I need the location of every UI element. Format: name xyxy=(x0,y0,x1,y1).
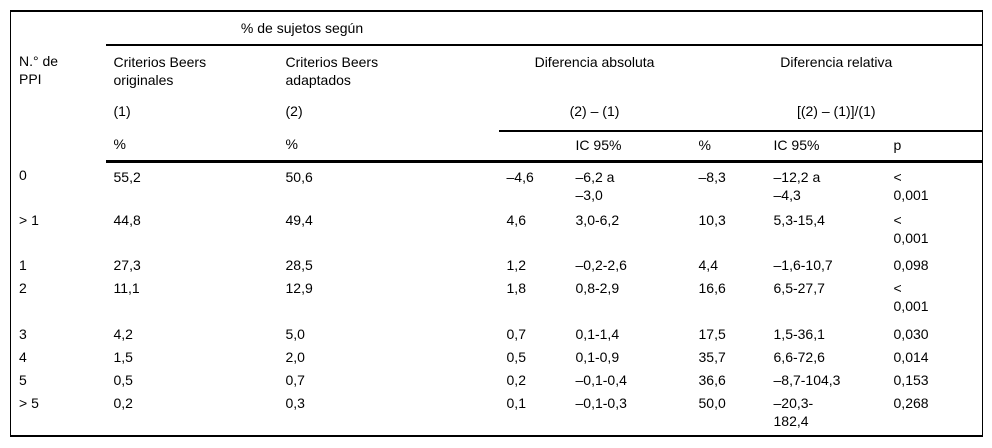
cell-abs-ic95: 0,8-2,9 xyxy=(575,280,620,296)
cell-p: 0,153 xyxy=(893,372,929,388)
table-row-ppi-0: 0 55,2 50,6 –4,6 –6,2 a –3,0 –8,3 –12,2 … xyxy=(11,161,983,206)
cell-orig-pct: 0,5 xyxy=(113,372,133,388)
cell-abs-diff: 1,2 xyxy=(506,257,526,273)
cell-abs-diff: 1,8 xyxy=(506,280,526,296)
cell-p: < 0,001 xyxy=(893,168,929,203)
subheader-pct-adaptados: % xyxy=(277,131,499,163)
cell-adapt-pct: 49,4 xyxy=(285,212,313,228)
cell-ppi: 3 xyxy=(19,326,27,342)
subheader-pct-relativa: % xyxy=(690,131,766,163)
header-diferencia-relativa: Diferencia relativa xyxy=(780,54,893,70)
cell-rel-pct: –8,3 xyxy=(698,168,726,185)
cell-abs-diff: –4,6 xyxy=(506,168,534,185)
cell-p: 0,014 xyxy=(893,349,929,365)
cell-rel-ic95: –12,2 a –4,3 xyxy=(773,168,821,203)
cell-adapt-pct: 2,0 xyxy=(285,349,305,365)
cell-p: 0,030 xyxy=(893,326,929,342)
cell-rel-ic95: –8,7-104,3 xyxy=(773,372,841,388)
cell-rel-pct: 36,6 xyxy=(698,372,726,388)
table-row-ppi-gt5: > 5 0,2 0,3 0,1 –0,1-0,3 50,0 –20,3- 182… xyxy=(11,389,983,436)
cell-p: < 0,001 xyxy=(893,280,929,314)
cell-rel-pct: 50,0 xyxy=(698,395,726,411)
header-diferencia-absoluta: Diferencia absoluta xyxy=(534,54,655,70)
cell-adapt-pct: 0,7 xyxy=(285,372,305,388)
cell-abs-diff: 0,7 xyxy=(506,326,526,342)
cell-orig-pct: 44,8 xyxy=(113,212,141,228)
header-formula-absoluta: (2) – (1) xyxy=(498,98,691,132)
cell-ppi: 0 xyxy=(19,167,27,183)
cell-rel-ic95: –20,3- 182,4 xyxy=(773,395,814,429)
cell-abs-diff: 0,2 xyxy=(506,372,526,388)
table-row-ppi-4: 4 1,5 2,0 0,5 0,1-0,9 35,7 6,6-72,6 0,01… xyxy=(11,343,983,366)
table-row-ppi-5: 5 0,5 0,7 0,2 –0,1-0,4 36,6 –8,7-104,3 0… xyxy=(11,366,983,389)
cell-abs-ic95: –6,2 a –3,0 xyxy=(575,168,615,203)
header-beers-adaptados: Criterios Beers adaptados xyxy=(285,54,379,88)
cell-adapt-pct: 28,5 xyxy=(285,257,313,273)
table-row-ppi-gt1: > 1 44,8 49,4 4,6 3,0-6,2 10,3 5,3-15,4 … xyxy=(11,206,983,251)
subheader-ic95-absoluta: IC 95% xyxy=(567,131,691,163)
cell-p: 0,098 xyxy=(893,257,929,273)
cell-rel-pct: 4,4 xyxy=(698,257,718,273)
cell-rel-pct: 35,7 xyxy=(698,349,726,365)
cell-orig-pct: 1,5 xyxy=(113,349,133,365)
cell-abs-ic95: 3,0-6,2 xyxy=(575,212,620,228)
cell-rel-ic95: 5,3-15,4 xyxy=(773,212,825,228)
header-row-subheaders: % % IC 95% % IC 95% p xyxy=(11,131,983,163)
cell-rel-pct: 17,5 xyxy=(698,326,726,342)
cell-rel-ic95: 6,6-72,6 xyxy=(773,349,825,365)
header-n-ppi: N.° de PPI xyxy=(19,53,59,87)
header-formula-relativa: [(2) – (1)]/(1) xyxy=(690,98,983,132)
header-row-titles: N.° de PPI Criterios Beers originales Cr… xyxy=(11,45,983,98)
header-num-2: (2) xyxy=(285,103,303,119)
cell-rel-pct: 10,3 xyxy=(698,212,726,228)
cell-rel-ic95: –1,6-10,7 xyxy=(773,257,833,273)
cell-orig-pct: 55,2 xyxy=(113,168,141,185)
cell-adapt-pct: 0,3 xyxy=(285,395,305,411)
header-spacer-cell xyxy=(11,11,106,45)
header-group-sujetos: % de sujetos según xyxy=(105,11,499,46)
cell-abs-diff: 0,1 xyxy=(506,395,526,411)
cell-ppi: > 5 xyxy=(19,395,39,411)
cell-rel-ic95: 6,5-27,7 xyxy=(773,280,825,296)
subheader-abs-value xyxy=(498,131,568,163)
table-container: % de sujetos según N.° de PPI Criterios … xyxy=(10,10,984,437)
cell-p: 0,268 xyxy=(893,395,929,411)
subheader-pct-originales: % xyxy=(105,131,278,163)
cell-p: < 0,001 xyxy=(893,212,929,246)
cell-orig-pct: 0,2 xyxy=(113,395,133,411)
cell-orig-pct: 27,3 xyxy=(113,257,141,273)
cell-rel-ic95: 1,5-36,1 xyxy=(773,326,825,342)
table-row-ppi-3: 3 4,2 5,0 0,7 0,1-1,4 17,5 1,5-36,1 0,03… xyxy=(11,320,983,343)
cell-ppi: 2 xyxy=(19,280,27,296)
cell-abs-diff: 0,5 xyxy=(506,349,526,365)
header-group-sujetos-extension xyxy=(498,11,983,46)
table-row-ppi-2: 2 11,1 12,9 1,8 0,8-2,9 16,6 6,5-27,7 < … xyxy=(11,274,983,320)
header-beers-originales: Criterios Beers originales xyxy=(113,54,207,88)
cell-adapt-pct: 12,9 xyxy=(285,280,313,296)
cell-abs-diff: 4,6 xyxy=(506,212,526,228)
table-row-ppi-1: 1 27,3 28,5 1,2 –0,2-2,6 4,4 –1,6-10,7 0… xyxy=(11,251,983,274)
cell-orig-pct: 11,1 xyxy=(113,280,140,296)
cell-ppi: > 1 xyxy=(19,212,39,228)
subheader-ic95-relativa: IC 95% xyxy=(765,131,886,163)
cell-abs-ic95: 0,1-0,9 xyxy=(575,349,620,365)
cell-rel-pct: 16,6 xyxy=(698,280,726,296)
cell-abs-ic95: –0,2-2,6 xyxy=(575,257,627,273)
cell-abs-ic95: –0,1-0,3 xyxy=(575,395,627,411)
header-row-formulas: (1) (2) (2) – (1) [(2) – (1)]/(1) xyxy=(11,98,983,132)
cell-abs-ic95: –0,1-0,4 xyxy=(575,372,627,388)
cell-ppi: 4 xyxy=(19,349,27,365)
header-row-group-top: % de sujetos según xyxy=(11,11,983,46)
cell-ppi: 1 xyxy=(19,257,27,273)
cell-orig-pct: 4,2 xyxy=(113,326,133,342)
cell-adapt-pct: 5,0 xyxy=(285,326,305,342)
beers-criteria-table: % de sujetos según N.° de PPI Criterios … xyxy=(10,10,984,437)
subheader-p-value: p xyxy=(885,131,983,163)
header-num-1: (1) xyxy=(113,103,131,119)
cell-ppi: 5 xyxy=(19,372,27,388)
cell-adapt-pct: 50,6 xyxy=(285,168,313,185)
cell-abs-ic95: 0,1-1,4 xyxy=(575,326,620,342)
